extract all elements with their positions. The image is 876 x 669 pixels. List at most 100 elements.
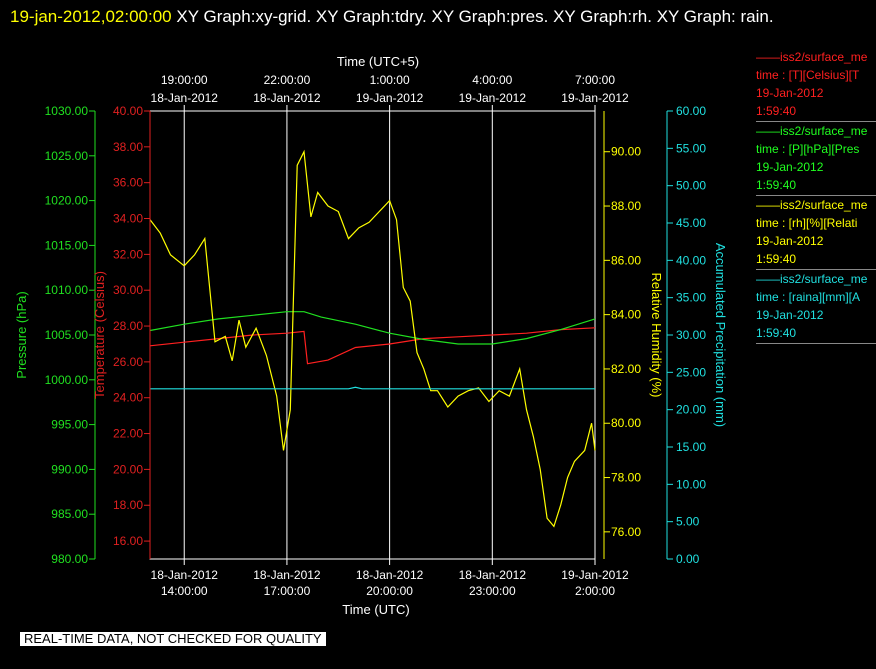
pressure-tick-label: 980.00: [51, 552, 88, 566]
legend-text: 19-Jan-2012: [756, 160, 824, 174]
top-tick-label: 4:00:00: [472, 73, 512, 87]
precip-tick-label: 15.00: [676, 440, 706, 454]
pressure-tick-label: 1010.00: [45, 283, 89, 297]
header-graph-list: XY Graph:xy-grid. XY Graph:tdry. XY Grap…: [176, 7, 774, 26]
header-title: 19-jan-2012,02:00:00 XY Graph:xy-grid. X…: [10, 2, 850, 31]
legend-entry: ——iss2/surface_me time : [T][Celsius][T 19…: [756, 48, 876, 122]
temperature-tick-label: 32.00: [113, 247, 143, 261]
temperature-tick-label: 16.00: [113, 534, 143, 548]
precip-tick-label: 20.00: [676, 403, 706, 417]
series-line-pressure: [149, 311, 596, 345]
precip-tick-label: 60.00: [676, 104, 706, 118]
humidity-tick-label: 90.00: [611, 145, 641, 159]
top-tick-label: 19-Jan-2012: [356, 91, 424, 105]
temperature-tick-label: 34.00: [113, 212, 143, 226]
humidity-axis-title: Relative Humidity (%): [649, 273, 664, 398]
bottom-tick-label: 23:00:00: [469, 584, 516, 598]
legend-text: time : [rh][%][Relati: [756, 216, 858, 230]
legend-text: time : [P][hPa][Pres: [756, 142, 860, 156]
pressure-tick-label: 1000.00: [45, 373, 89, 387]
series-layer: [149, 149, 596, 528]
series-line-precip: [150, 386, 595, 390]
precip-tick-label: 30.00: [676, 328, 706, 342]
header-timestamp: 19-jan-2012,02:00:00: [10, 7, 172, 26]
humidity-tick-label: 82.00: [611, 362, 641, 376]
legend-text: 19-Jan-2012: [756, 234, 824, 248]
top-tick-label: 19-Jan-2012: [459, 91, 527, 105]
precip-axis-title: Accumulated Precipitation (mm): [713, 243, 728, 427]
pressure-tick-label: 1025.00: [45, 149, 89, 163]
pressure-axis-title: Pressure (hPa): [14, 291, 29, 378]
legend-text: 19-Jan-2012: [756, 308, 824, 322]
top-tick-label: 7:00:00: [575, 73, 615, 87]
precip-tick-label: 45.00: [676, 216, 706, 230]
bottom-tick-label: 19-Jan-2012: [561, 568, 629, 582]
humidity-tick-label: 84.00: [611, 308, 641, 322]
temperature-tick-label: 26.00: [113, 355, 143, 369]
precip-tick-label: 0.00: [676, 552, 700, 566]
bottom-tick-label: 20:00:00: [366, 584, 413, 598]
precip-tick-label: 35.00: [676, 291, 706, 305]
precip-tick-label: 5.00: [676, 515, 700, 529]
legend: ——iss2/surface_me time : [T][Celsius][T 19…: [756, 48, 876, 344]
temperature-tick-label: 36.00: [113, 176, 143, 190]
bottom-tick-label: 17:00:00: [264, 584, 311, 598]
legend-text: ——iss2/surface_me: [756, 198, 868, 212]
plot-frame: [149, 110, 596, 560]
bottom-axis-title: Time (UTC): [342, 602, 409, 617]
legend-text: 1:59:40: [756, 104, 797, 118]
temperature-tick-label: 18.00: [113, 498, 143, 512]
humidity-tick-label: 76.00: [611, 525, 641, 539]
precip-tick-label: 40.00: [676, 253, 706, 267]
bottom-tick-label: 18-Jan-2012: [459, 568, 527, 582]
top-tick-label: 19-Jan-2012: [561, 91, 629, 105]
pressure-tick-label: 985.00: [51, 507, 88, 521]
legend-entry: ——iss2/surface_me time : [raina][mm][A 19-…: [756, 270, 876, 344]
pressure-tick-label: 990.00: [51, 462, 88, 476]
pressure-tick-label: 1005.00: [45, 328, 89, 342]
temperature-tick-label: 20.00: [113, 462, 143, 476]
top-axis-title: Time (UTC+5): [337, 54, 419, 69]
pressure-tick-label: 1015.00: [45, 238, 89, 252]
humidity-tick-label: 80.00: [611, 416, 641, 430]
pressure-tick-label: 1030.00: [45, 104, 89, 118]
humidity-tick-label: 88.00: [611, 199, 641, 213]
top-tick-label: 18-Jan-2012: [151, 91, 219, 105]
precip-tick-label: 25.00: [676, 365, 706, 379]
axes-layer: 18-Jan-2012 14:00:00 18-Jan-2012 17:00:00 18…: [14, 54, 728, 617]
temperature-tick-label: 40.00: [113, 104, 143, 118]
legend-text: time : [T][Celsius][T: [756, 68, 860, 82]
legend-text: ——iss2/surface_me: [756, 124, 868, 138]
legend-text: ——iss2/surface_me: [756, 50, 868, 64]
temperature-axis-title: Temperature (Celsius): [92, 271, 107, 399]
temperature-tick-label: 24.00: [113, 391, 143, 405]
temperature-tick-label: 28.00: [113, 319, 143, 333]
quality-warning-banner: REAL-TIME DATA, NOT CHECKED FOR QUALITY: [20, 632, 326, 646]
legend-text: 1:59:40: [756, 252, 797, 266]
top-tick-label: 22:00:00: [264, 73, 311, 87]
bottom-tick-label: 2:00:00: [575, 584, 615, 598]
humidity-tick-label: 78.00: [611, 471, 641, 485]
precip-tick-label: 50.00: [676, 179, 706, 193]
bottom-tick-label: 18-Jan-2012: [253, 568, 321, 582]
legend-text: ——iss2/surface_me: [756, 272, 868, 286]
top-tick-label: 19:00:00: [161, 73, 208, 87]
temperature-tick-label: 30.00: [113, 283, 143, 297]
bottom-tick-label: 14:00:00: [161, 584, 208, 598]
legend-text: 1:59:40: [756, 178, 797, 192]
pressure-tick-label: 995.00: [51, 418, 88, 432]
temperature-tick-label: 22.00: [113, 427, 143, 441]
series-line-humidity: [149, 149, 596, 528]
top-tick-label: 1:00:00: [370, 73, 410, 87]
legend-text: 1:59:40: [756, 326, 797, 340]
precip-tick-label: 55.00: [676, 141, 706, 155]
bottom-tick-label: 18-Jan-2012: [151, 568, 219, 582]
bottom-tick-label: 18-Jan-2012: [356, 568, 424, 582]
pressure-tick-label: 1020.00: [45, 194, 89, 208]
humidity-tick-label: 86.00: [611, 253, 641, 267]
series-line-temperature: [149, 327, 596, 365]
temperature-tick-label: 38.00: [113, 140, 143, 154]
